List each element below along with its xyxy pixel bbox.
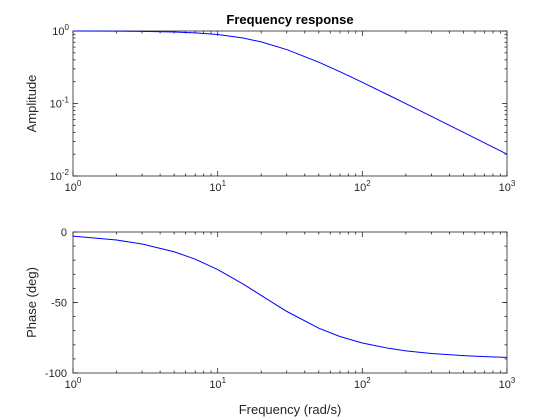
y-tick-label: 0 bbox=[61, 227, 67, 239]
y-tick-label: -50 bbox=[51, 298, 67, 310]
x-tick-label-base: 10 bbox=[65, 379, 77, 391]
x-tick-label-exponent: 0 bbox=[77, 179, 82, 188]
y-tick-label-base: 10 bbox=[50, 171, 62, 183]
plot-area bbox=[72, 30, 508, 177]
y-tick-label: 100 bbox=[52, 23, 69, 38]
x-tick-label: 103 bbox=[499, 179, 516, 194]
x-tick-label: 103 bbox=[499, 376, 516, 391]
phase-line bbox=[72, 235, 508, 358]
x-tick-label-base: 10 bbox=[499, 379, 511, 391]
y-tick-label: -100 bbox=[45, 368, 67, 380]
y-axis-label: Amplitude bbox=[24, 75, 39, 133]
x-tick-label-exponent: 3 bbox=[511, 376, 516, 385]
x-tick-label: 101 bbox=[209, 376, 226, 391]
x-tick-label-base: 10 bbox=[209, 182, 221, 194]
x-tick-label-exponent: 1 bbox=[222, 179, 227, 188]
x-tick-label-exponent: 1 bbox=[222, 376, 227, 385]
x-tick-label-base: 10 bbox=[499, 182, 511, 194]
y-tick-label-exponent: -2 bbox=[62, 168, 70, 177]
x-tick-label-base: 10 bbox=[354, 182, 366, 194]
x-axis-label: Frequency (rad/s) bbox=[239, 402, 342, 417]
y-tick-label: 10-2 bbox=[50, 168, 70, 183]
amplitude-line bbox=[72, 30, 508, 155]
y-axis-label: Phase (deg) bbox=[24, 267, 39, 338]
y-tick-label-exponent: -1 bbox=[62, 96, 70, 105]
y-tick-label-base: 10 bbox=[52, 26, 64, 38]
x-tick-label-exponent: 0 bbox=[77, 376, 82, 385]
x-tick-label-exponent: 2 bbox=[366, 179, 371, 188]
x-tick-label-exponent: 3 bbox=[511, 179, 516, 188]
y-tick-label-exponent: 0 bbox=[65, 23, 70, 32]
x-tick-label: 102 bbox=[354, 376, 371, 391]
x-tick-label-exponent: 2 bbox=[366, 376, 371, 385]
x-tick-label: 100 bbox=[65, 179, 82, 194]
y-tick-label-base: 10 bbox=[50, 99, 62, 111]
x-tick-label: 102 bbox=[354, 179, 371, 194]
y-tick-label: 10-1 bbox=[50, 96, 70, 111]
x-tick-label: 101 bbox=[209, 179, 226, 194]
plot-area bbox=[72, 231, 508, 374]
x-tick-label-base: 10 bbox=[209, 379, 221, 391]
x-tick-label-base: 10 bbox=[354, 379, 366, 391]
chart-title: Frequency response bbox=[226, 12, 353, 27]
x-tick-label: 100 bbox=[65, 376, 82, 391]
x-tick-label-base: 10 bbox=[65, 182, 77, 194]
